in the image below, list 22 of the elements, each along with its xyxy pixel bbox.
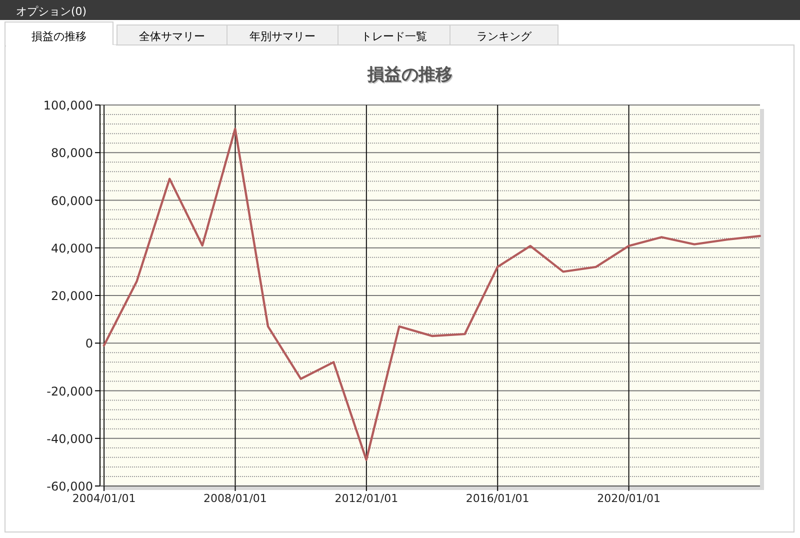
x-tick-label: 2004/01/01 bbox=[72, 492, 136, 505]
text: トレード一覧 bbox=[361, 30, 427, 43]
y-tick-label: -60,000 bbox=[46, 480, 93, 494]
y-tick-label: 60,000 bbox=[51, 194, 93, 208]
x-tick-label: 2016/01/01 bbox=[466, 492, 530, 505]
y-tick-label: 20,000 bbox=[51, 289, 93, 303]
y-tick-label: 0 bbox=[85, 336, 93, 351]
y-tick-label: -20,000 bbox=[46, 384, 93, 398]
text: ランキング bbox=[476, 30, 532, 43]
x-tick-label: 2008/01/01 bbox=[204, 492, 267, 505]
chart-title: 損益の推移 bbox=[368, 66, 454, 86]
x-tick-label: 2020/01/01 bbox=[597, 492, 661, 505]
text: オプション(0) bbox=[16, 5, 87, 18]
y-tick-label: 100,000 bbox=[43, 98, 93, 112]
y-tick-label: -40,000 bbox=[46, 432, 93, 446]
text: 全体サマリー bbox=[139, 30, 205, 43]
line-series bbox=[102, 128, 762, 461]
y-tick-label: 80,000 bbox=[51, 146, 93, 160]
text: 損益の推移 bbox=[32, 30, 86, 43]
text: 年別サマリー bbox=[250, 30, 316, 43]
y-tick-label: 40,000 bbox=[51, 241, 93, 256]
x-tick-label: 2012/01/01 bbox=[334, 492, 398, 505]
